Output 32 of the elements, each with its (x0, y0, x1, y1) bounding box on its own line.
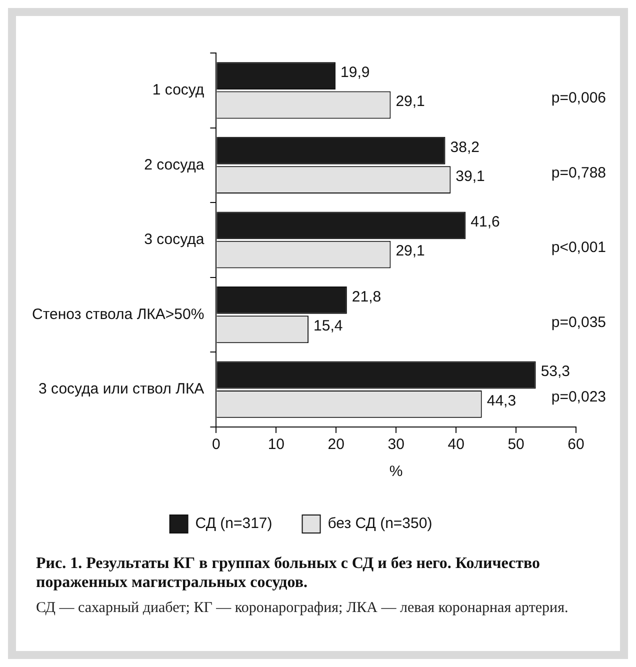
data-label: 41,6 (470, 214, 500, 231)
text: СД — сахарный диабет; КГ — коронарография; ЛКА — левая коронарная артерия. (36, 599, 570, 618)
data-label: 53,3 (540, 363, 570, 380)
y-tick-label: 3 сосуда или ствол ЛКА (38, 380, 204, 398)
data-label: 21,8 (352, 288, 382, 306)
x-tick-label: 20 (328, 436, 344, 454)
x-tick-label: 50 (508, 436, 524, 454)
y-tick-label: Стеноз ствола ЛКА>50% (32, 306, 204, 323)
annotation: p=0,006 (551, 90, 606, 107)
data-label: 29,1 (396, 242, 425, 260)
x-tick-label: 0 (212, 436, 220, 454)
x-axis-title: % (389, 463, 403, 480)
data-label: 39,1 (456, 168, 485, 185)
data-label: 19,9 (340, 64, 370, 81)
data-label: 44,3 (486, 392, 516, 410)
x-tick-label: 40 (448, 436, 464, 454)
data-label: 38,2 (450, 138, 480, 156)
annotation: p<0,001 (551, 239, 606, 256)
data-label: 15,4 (314, 318, 343, 335)
data-label: 29,1 (396, 93, 425, 110)
annotation: p=0,788 (551, 164, 606, 182)
x-tick-label: 60 (568, 436, 584, 454)
x-tick-label: 30 (388, 436, 404, 454)
legend-label: СД (n=317) (195, 515, 272, 532)
annotation: p=0,023 (551, 388, 606, 406)
annotation: p=0,035 (551, 314, 606, 331)
text: Рис. 1. Результаты КГ в группах больных с СД и без него. Количество пораженных магистральных сосудов. (36, 554, 542, 592)
y-tick-label: 3 сосуда (144, 231, 205, 248)
y-tick-label: 1 сосуд (152, 82, 204, 99)
y-tick-label: 2 сосуда (144, 156, 205, 174)
legend-label: без СД (n=350) (328, 515, 432, 532)
x-tick-label: 10 (268, 436, 285, 454)
